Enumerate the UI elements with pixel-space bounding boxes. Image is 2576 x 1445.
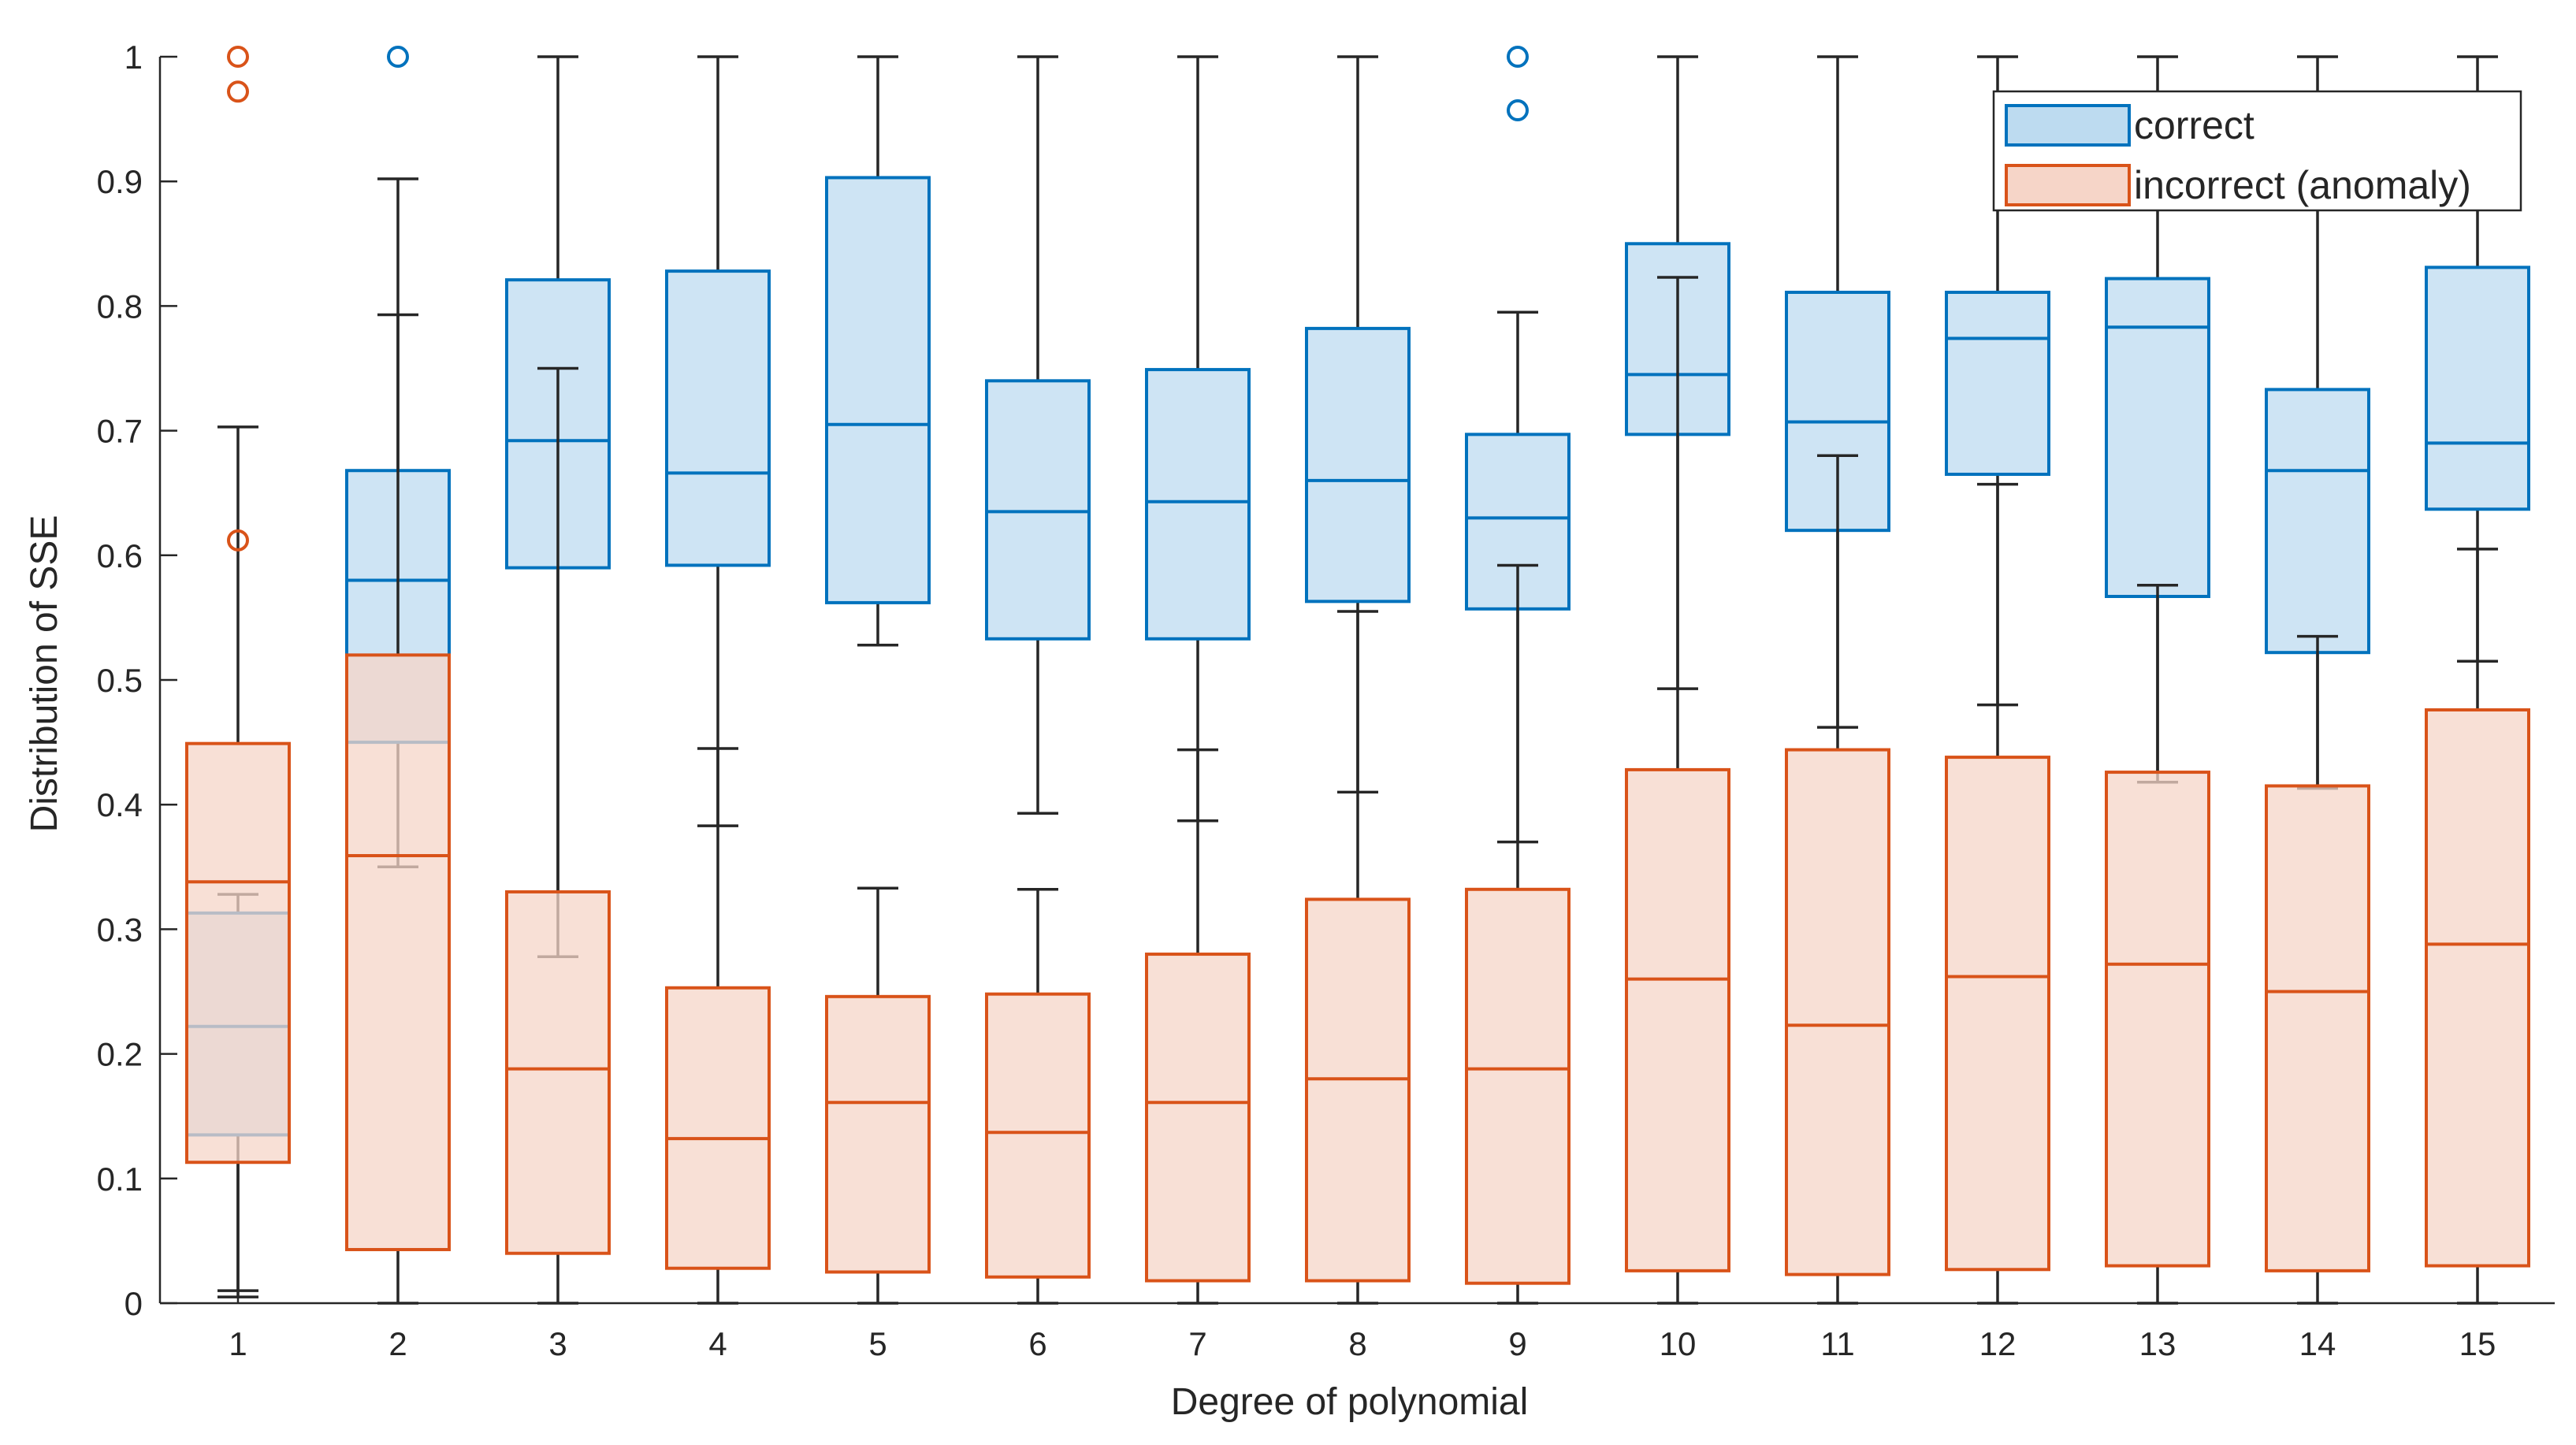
box-rect-correct-15 bbox=[2425, 266, 2530, 511]
box-incorrect-1 bbox=[185, 46, 291, 1292]
box-rect-incorrect-15 bbox=[2425, 708, 2530, 1268]
outlier-incorrect-1-2 bbox=[227, 46, 249, 68]
box-incorrect-7 bbox=[1145, 748, 1251, 1305]
box-rect-correct-14 bbox=[2265, 388, 2370, 655]
y-tick-label-0: 0 bbox=[125, 1285, 143, 1322]
box-incorrect-5 bbox=[825, 886, 931, 1305]
y-tick-label-0.8: 0.8 bbox=[97, 288, 143, 325]
x-tick-label-13: 13 bbox=[2139, 1325, 2176, 1362]
x-tick-label-15: 15 bbox=[2459, 1325, 2496, 1362]
box-incorrect-2 bbox=[345, 177, 451, 1305]
x-tick-label-1: 1 bbox=[229, 1325, 247, 1362]
box-rect-incorrect-14 bbox=[2265, 784, 2370, 1272]
x-tick-label-6: 6 bbox=[1028, 1325, 1046, 1362]
legend: correct incorrect (anomaly) bbox=[1992, 90, 2522, 212]
box-incorrect-9 bbox=[1465, 563, 1571, 1305]
y-tick-label-0.2: 0.2 bbox=[97, 1036, 143, 1073]
box-correct-7 bbox=[1145, 55, 1251, 823]
box-rect-correct-6 bbox=[985, 379, 1091, 641]
box-rect-incorrect-7 bbox=[1145, 953, 1251, 1283]
legend-label-correct: correct bbox=[2134, 103, 2254, 147]
series-incorrect bbox=[185, 46, 2530, 1305]
y-tick-label-0.9: 0.9 bbox=[97, 163, 143, 200]
x-tick-label-4: 4 bbox=[708, 1325, 727, 1362]
x-tick-label-11: 11 bbox=[1820, 1325, 1855, 1362]
box-rect-correct-12 bbox=[1945, 290, 2050, 476]
axes-layer: 00.10.20.30.40.50.60.70.80.911 2 3 4 5 6 7 8 9 10… bbox=[97, 39, 2555, 1362]
box-incorrect-11 bbox=[1785, 454, 1890, 1305]
x-tick-label-14: 14 bbox=[2299, 1325, 2336, 1362]
outlier-incorrect-1-1 bbox=[227, 529, 249, 552]
box-rect-incorrect-9 bbox=[1465, 887, 1571, 1285]
box-rect-incorrect-2 bbox=[345, 653, 451, 1251]
box-incorrect-4 bbox=[665, 747, 771, 1305]
x-axis-label: Degree of polynomial bbox=[1171, 1381, 1529, 1423]
outlier-incorrect-1-3 bbox=[227, 80, 249, 103]
box-layer bbox=[185, 46, 2530, 1305]
box-correct-4 bbox=[665, 55, 771, 827]
x-tick-label-8: 8 bbox=[1348, 1325, 1366, 1362]
outlier-correct-9-2 bbox=[1507, 99, 1529, 122]
outlier-correct-9-1 bbox=[1507, 46, 1529, 68]
box-correct-5 bbox=[825, 55, 931, 647]
box-incorrect-12 bbox=[1945, 482, 2050, 1305]
legend-label-incorrect: incorrect (anomaly) bbox=[2134, 163, 2471, 207]
box-incorrect-13 bbox=[2105, 584, 2210, 1305]
box-correct-15 bbox=[2425, 55, 2530, 663]
box-rect-incorrect-4 bbox=[665, 986, 771, 1270]
y-tick-label-0.6: 0.6 bbox=[97, 537, 143, 574]
x-tick-label-2: 2 bbox=[388, 1325, 407, 1362]
box-incorrect-6 bbox=[985, 888, 1091, 1305]
y-tick-label-0.4: 0.4 bbox=[97, 786, 143, 823]
box-rect-incorrect-10 bbox=[1625, 767, 1730, 1272]
box-incorrect-14 bbox=[2265, 634, 2370, 1305]
box-incorrect-3 bbox=[505, 366, 611, 1305]
box-rect-correct-5 bbox=[825, 176, 931, 604]
box-rect-correct-7 bbox=[1145, 368, 1251, 641]
y-tick-label-1: 1 bbox=[125, 39, 143, 76]
box-rect-incorrect-13 bbox=[2105, 771, 2210, 1268]
x-tick-label-12: 12 bbox=[1979, 1325, 2017, 1362]
y-axis-label: Distribution of SSE bbox=[24, 515, 65, 833]
x-tick-label-7: 7 bbox=[1188, 1325, 1206, 1362]
box-incorrect-8 bbox=[1305, 610, 1411, 1305]
y-tick-label-0.5: 0.5 bbox=[97, 662, 143, 699]
box-incorrect-15 bbox=[2425, 548, 2530, 1305]
legend-swatch-incorrect bbox=[2005, 164, 2131, 206]
box-rect-incorrect-8 bbox=[1305, 897, 1411, 1283]
x-tick-label-3: 3 bbox=[548, 1325, 567, 1362]
box-rect-correct-8 bbox=[1305, 326, 1411, 604]
box-correct-8 bbox=[1305, 55, 1411, 794]
box-rect-incorrect-12 bbox=[1945, 756, 2050, 1272]
box-rect-incorrect-1 bbox=[185, 741, 291, 1165]
box-rect-correct-13 bbox=[2105, 277, 2210, 599]
box-incorrect-10 bbox=[1625, 276, 1730, 1305]
box-rect-correct-4 bbox=[665, 269, 771, 567]
box-rect-incorrect-5 bbox=[825, 994, 931, 1274]
box-correct-14 bbox=[2265, 55, 2370, 790]
y-tick-label-0.3: 0.3 bbox=[97, 911, 143, 948]
box-rect-incorrect-3 bbox=[505, 890, 611, 1255]
outlier-correct-2-1 bbox=[387, 46, 409, 68]
box-rect-incorrect-6 bbox=[985, 992, 1091, 1279]
x-tick-label-9: 9 bbox=[1508, 1325, 1526, 1362]
box-correct-6 bbox=[985, 55, 1091, 815]
legend-swatch-correct bbox=[2005, 104, 2131, 147]
y-tick-label-0.7: 0.7 bbox=[97, 413, 143, 450]
x-tick-label-5: 5 bbox=[868, 1325, 887, 1362]
y-tick-label-0.1: 0.1 bbox=[97, 1161, 143, 1198]
x-tick-label-10: 10 bbox=[1660, 1325, 1697, 1362]
box-rect-incorrect-11 bbox=[1785, 748, 1890, 1276]
